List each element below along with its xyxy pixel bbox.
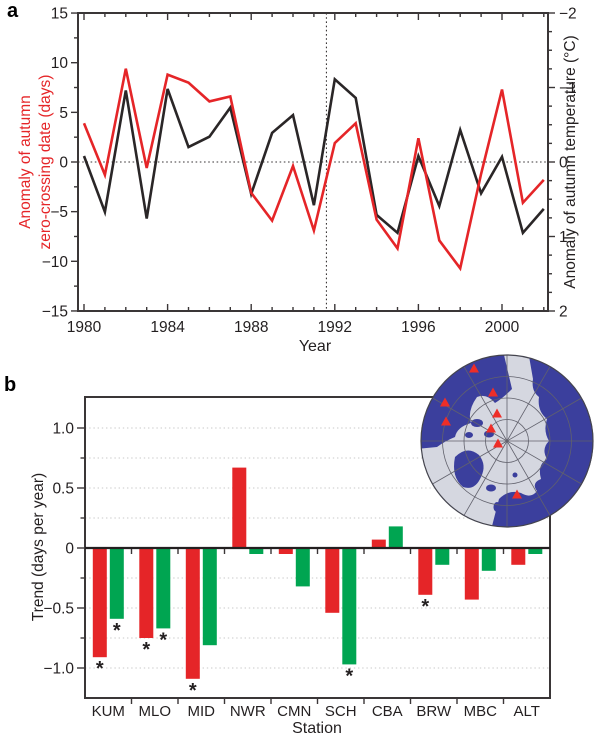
- trend-bar-green-SCH: [342, 548, 357, 665]
- station-label: NWR: [230, 703, 266, 720]
- panel-b-y-tick-label: 0: [65, 541, 74, 558]
- panel-b-letter: b: [4, 374, 17, 396]
- station-label: MBC: [464, 703, 498, 720]
- trend-bar-red-KUM: [92, 548, 107, 658]
- panel-a-x-tick-label: 1984: [150, 319, 185, 336]
- panel-a-left-tick-label: −15: [42, 303, 68, 320]
- panel-a-left-tick-label: −10: [42, 254, 69, 271]
- panel-a-right-tick-label: −1: [559, 80, 577, 97]
- trend-bars: * * * * * * *: [92, 467, 543, 702]
- significance-asterisk: *: [159, 629, 167, 651]
- trend-bar-green-MBC: [481, 548, 496, 571]
- series-temperature: [82, 76, 545, 236]
- panel-a-left-tick-label: −5: [50, 204, 68, 221]
- series-zero-crossing-date: [82, 68, 545, 272]
- significance-asterisk: *: [189, 680, 197, 702]
- trend-bar-red-MLO: [139, 548, 154, 638]
- globe-graticule: [421, 355, 593, 527]
- trend-bar-green-MLO: [156, 548, 171, 629]
- panel-a-left-tick-label: 5: [59, 105, 68, 122]
- panel-b-station-labels: KUM MLO MID NWR CMN SCH CBA BRW MBC ALT: [92, 703, 540, 720]
- trend-bar-green-CMN: [295, 548, 310, 587]
- panel-b-y-tick-label: 1.0: [52, 421, 74, 438]
- station-label: SCH: [325, 703, 357, 720]
- panel-a-left-axis-title: Anomaly of autumn zero-crossing date (da…: [16, 0, 55, 327]
- trend-bar-red-NWR: [232, 467, 247, 548]
- station-triangle-marker: [512, 489, 522, 499]
- panel-a-x-tick-label: 1992: [318, 319, 352, 336]
- station-label: MLO: [138, 703, 171, 720]
- trend-bar-green-BRW: [435, 548, 450, 565]
- trend-bar-red-BRW: [418, 548, 433, 595]
- panel-a-left-tick-label: 10: [51, 55, 69, 72]
- station-label: MID: [188, 703, 216, 720]
- trend-bar-green-NWR: [249, 548, 264, 554]
- panel-a-right-tick-label: 0: [559, 155, 568, 172]
- trend-bar-red-SCH: [325, 548, 340, 613]
- panel-b-y-tick-label: −1.0: [43, 661, 74, 678]
- arctic-globe-inset: [420, 354, 594, 528]
- trend-bar-green-MID: [202, 548, 217, 646]
- station-label: KUM: [92, 703, 125, 720]
- station-triangle-marker: [488, 387, 498, 397]
- station-triangle-marker: [486, 423, 496, 433]
- station-label: CBA: [372, 703, 403, 720]
- left-axis-title-line2: zero-crossing date (days): [36, 74, 54, 250]
- panel-a-letter: a: [7, 0, 19, 22]
- bar-chart-with-globe: −1.0 −0.5 0 0.5 1.0 * * * * * * * KUM MLO MID NWR CMN SCH…: [43, 354, 594, 720]
- trend-bar-red-MBC: [464, 548, 479, 600]
- panel-a-x-tick-label: 2000: [485, 319, 520, 336]
- significance-asterisk: *: [113, 620, 121, 642]
- panel-a-right-tick-label: 2: [559, 304, 568, 321]
- panel-a-x-tick-label: 1996: [401, 319, 435, 336]
- station-label: ALT: [514, 703, 540, 720]
- trend-bar-red-ALT: [511, 548, 526, 565]
- panel-a-right-axis-title: Anomaly of autumn temperature (°C): [562, 35, 579, 289]
- panel-b-x-axis-title: Station: [292, 720, 342, 737]
- significance-asterisk: *: [345, 665, 353, 687]
- panel-a-right-tick-label: −2: [559, 6, 577, 23]
- trend-bar-red-MID: [185, 548, 200, 679]
- station-triangle-marker: [493, 438, 503, 448]
- trend-bar-red-CMN: [278, 548, 293, 554]
- globe-station-markers: [440, 363, 522, 499]
- panel-b-y-tick-label: 0.5: [52, 481, 74, 498]
- panel-a-x-tick-label: 1988: [234, 319, 268, 336]
- significance-asterisk: *: [421, 596, 429, 618]
- panel-a-x-axis-title: Year: [298, 338, 332, 355]
- panel-a-left-tick-label: 15: [51, 6, 68, 23]
- trend-bar-green-ALT: [528, 548, 543, 554]
- station-label: BRW: [416, 703, 452, 720]
- station-triangle-marker: [440, 397, 450, 407]
- panel-a-x-tick-label: 1980: [67, 319, 102, 336]
- significance-asterisk: *: [96, 658, 104, 680]
- significance-asterisk: *: [142, 639, 150, 661]
- trend-bar-green-CBA: [388, 526, 403, 548]
- panel-a-right-tick-label: 1: [559, 229, 568, 246]
- station-triangle-marker: [469, 363, 479, 373]
- station-label: CMN: [277, 703, 311, 720]
- station-triangle-marker: [441, 416, 451, 426]
- trend-bar-red-CBA: [371, 539, 386, 548]
- panel-b-y-axis-title: Trend (days per year): [30, 472, 47, 622]
- panel-b-y-tick-label: −0.5: [43, 601, 74, 618]
- trend-bar-green-KUM: [109, 548, 124, 619]
- station-triangle-marker: [492, 408, 502, 418]
- left-axis-title-line1: Anomaly of autumn: [17, 95, 34, 229]
- panel-a-left-tick-label: 0: [59, 155, 68, 172]
